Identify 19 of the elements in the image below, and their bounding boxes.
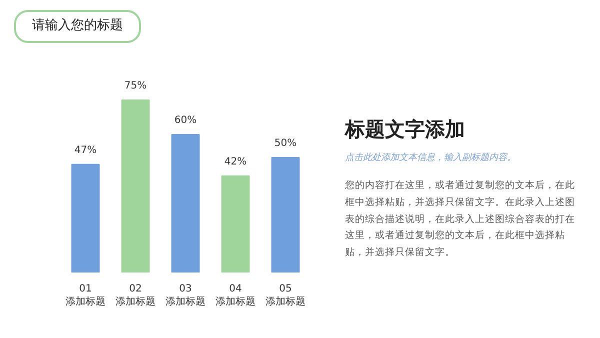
bar xyxy=(271,157,300,272)
data-label: 47% xyxy=(74,144,97,156)
bar xyxy=(171,134,200,272)
bar xyxy=(71,164,100,272)
data-label: 60% xyxy=(174,114,197,126)
text: 点击此处添加文本信息，输入副标题内容。 xyxy=(345,152,517,164)
text: 标题文字添加 xyxy=(345,116,466,143)
data-label: 75% xyxy=(124,80,147,92)
x-tick-label: 05 添加标题 xyxy=(266,284,306,308)
bar xyxy=(121,100,150,272)
x-tick-label: 02 添加标题 xyxy=(116,284,156,308)
chart-title: 请输入您的标题 xyxy=(14,10,141,43)
data-label: 42% xyxy=(224,156,247,168)
text: 您的内容打在这里，或者通过复制您的文本后，在此框中选择粘贴，并选择只保留文字。在此录入上述图表的综合描述说明，在此录入上述图综合容表的打在这里，或者通过复制您的文本后，在此框中选择粘贴，并选择只保留文字。 xyxy=(345,179,576,260)
x-tick-label: 03 添加标题 xyxy=(166,284,206,308)
x-tick-label: 01 添加标题 xyxy=(66,284,106,308)
bar xyxy=(221,175,250,272)
data-label: 50% xyxy=(274,138,297,149)
x-tick-label: 04 添加标题 xyxy=(216,284,256,308)
